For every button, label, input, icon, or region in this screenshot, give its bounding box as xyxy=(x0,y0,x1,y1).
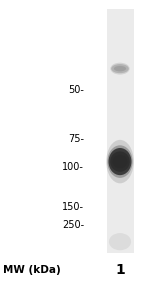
Ellipse shape xyxy=(109,233,131,250)
Ellipse shape xyxy=(110,63,130,75)
Text: MW (kDa): MW (kDa) xyxy=(3,265,61,275)
Text: 100-: 100- xyxy=(62,162,84,172)
Ellipse shape xyxy=(111,64,129,73)
Ellipse shape xyxy=(106,140,134,183)
Text: 250-: 250- xyxy=(62,220,84,229)
Text: 150-: 150- xyxy=(62,202,84,212)
Text: 1: 1 xyxy=(115,263,125,277)
Text: 50-: 50- xyxy=(68,85,84,95)
Ellipse shape xyxy=(107,145,133,178)
Ellipse shape xyxy=(109,148,131,175)
Text: 75-: 75- xyxy=(68,134,84,144)
Bar xyxy=(106,9,134,253)
Ellipse shape xyxy=(114,66,126,72)
Ellipse shape xyxy=(110,151,130,172)
Ellipse shape xyxy=(112,155,128,168)
